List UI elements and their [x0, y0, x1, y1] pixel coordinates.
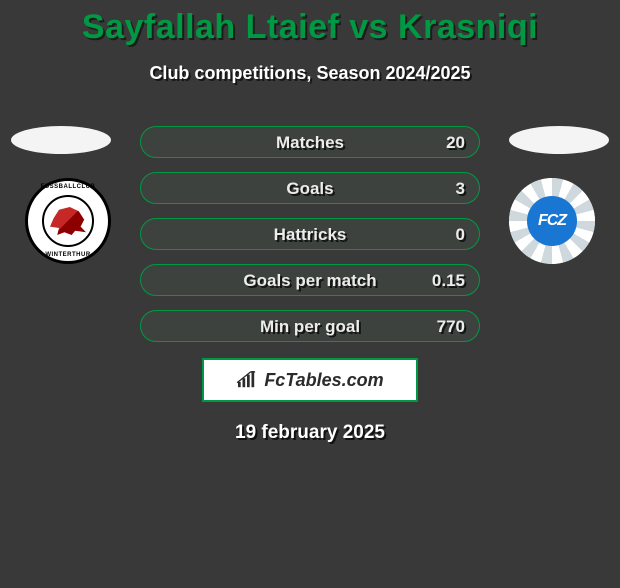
stat-value: 0 [456, 219, 465, 249]
stat-value: 0.15 [432, 265, 465, 295]
stat-label: Hattricks [141, 219, 479, 249]
badge-left-ring [42, 195, 94, 247]
stat-value: 770 [437, 311, 465, 341]
brand-box[interactable]: FcTables.com [202, 358, 418, 402]
stat-row: Goals per match 0.15 [140, 264, 480, 296]
subtitle: Club competitions, Season 2024/2025 [0, 63, 620, 84]
badge-left-text-top: FUSSBALLCLUB [28, 184, 108, 190]
stat-row: Hattricks 0 [140, 218, 480, 250]
stats-bars: Matches 20 Goals 3 Hattricks 0 Goals per… [140, 126, 480, 342]
badge-right-initials: FCZ [538, 212, 566, 230]
page-title: Sayfallah Ltaief vs Krasniqi [0, 8, 620, 47]
badge-left-text-bottom: WINTERTHUR [28, 252, 108, 258]
stat-label: Matches [141, 127, 479, 157]
team-badge-left: FUSSBALLCLUB WINTERTHUR [25, 178, 111, 264]
stat-row: Min per goal 770 [140, 310, 480, 342]
stat-value: 20 [446, 127, 465, 157]
stat-row: Matches 20 [140, 126, 480, 158]
player-oval-right [509, 126, 609, 154]
player-oval-left [11, 126, 111, 154]
badge-right-disc: FCZ [527, 196, 577, 246]
stat-label: Goals per match [141, 265, 479, 295]
lion-icon [50, 207, 86, 235]
stat-label: Min per goal [141, 311, 479, 341]
date-text: 19 february 2025 [0, 422, 620, 444]
brand-text: FcTables.com [264, 370, 383, 391]
stat-value: 3 [456, 173, 465, 203]
stat-label: Goals [141, 173, 479, 203]
stat-row: Goals 3 [140, 172, 480, 204]
bar-chart-icon [236, 371, 258, 389]
team-badge-right: FCZ [509, 178, 595, 264]
comparison-panel: FUSSBALLCLUB WINTERTHUR FCZ Matches 20 G… [0, 126, 620, 444]
